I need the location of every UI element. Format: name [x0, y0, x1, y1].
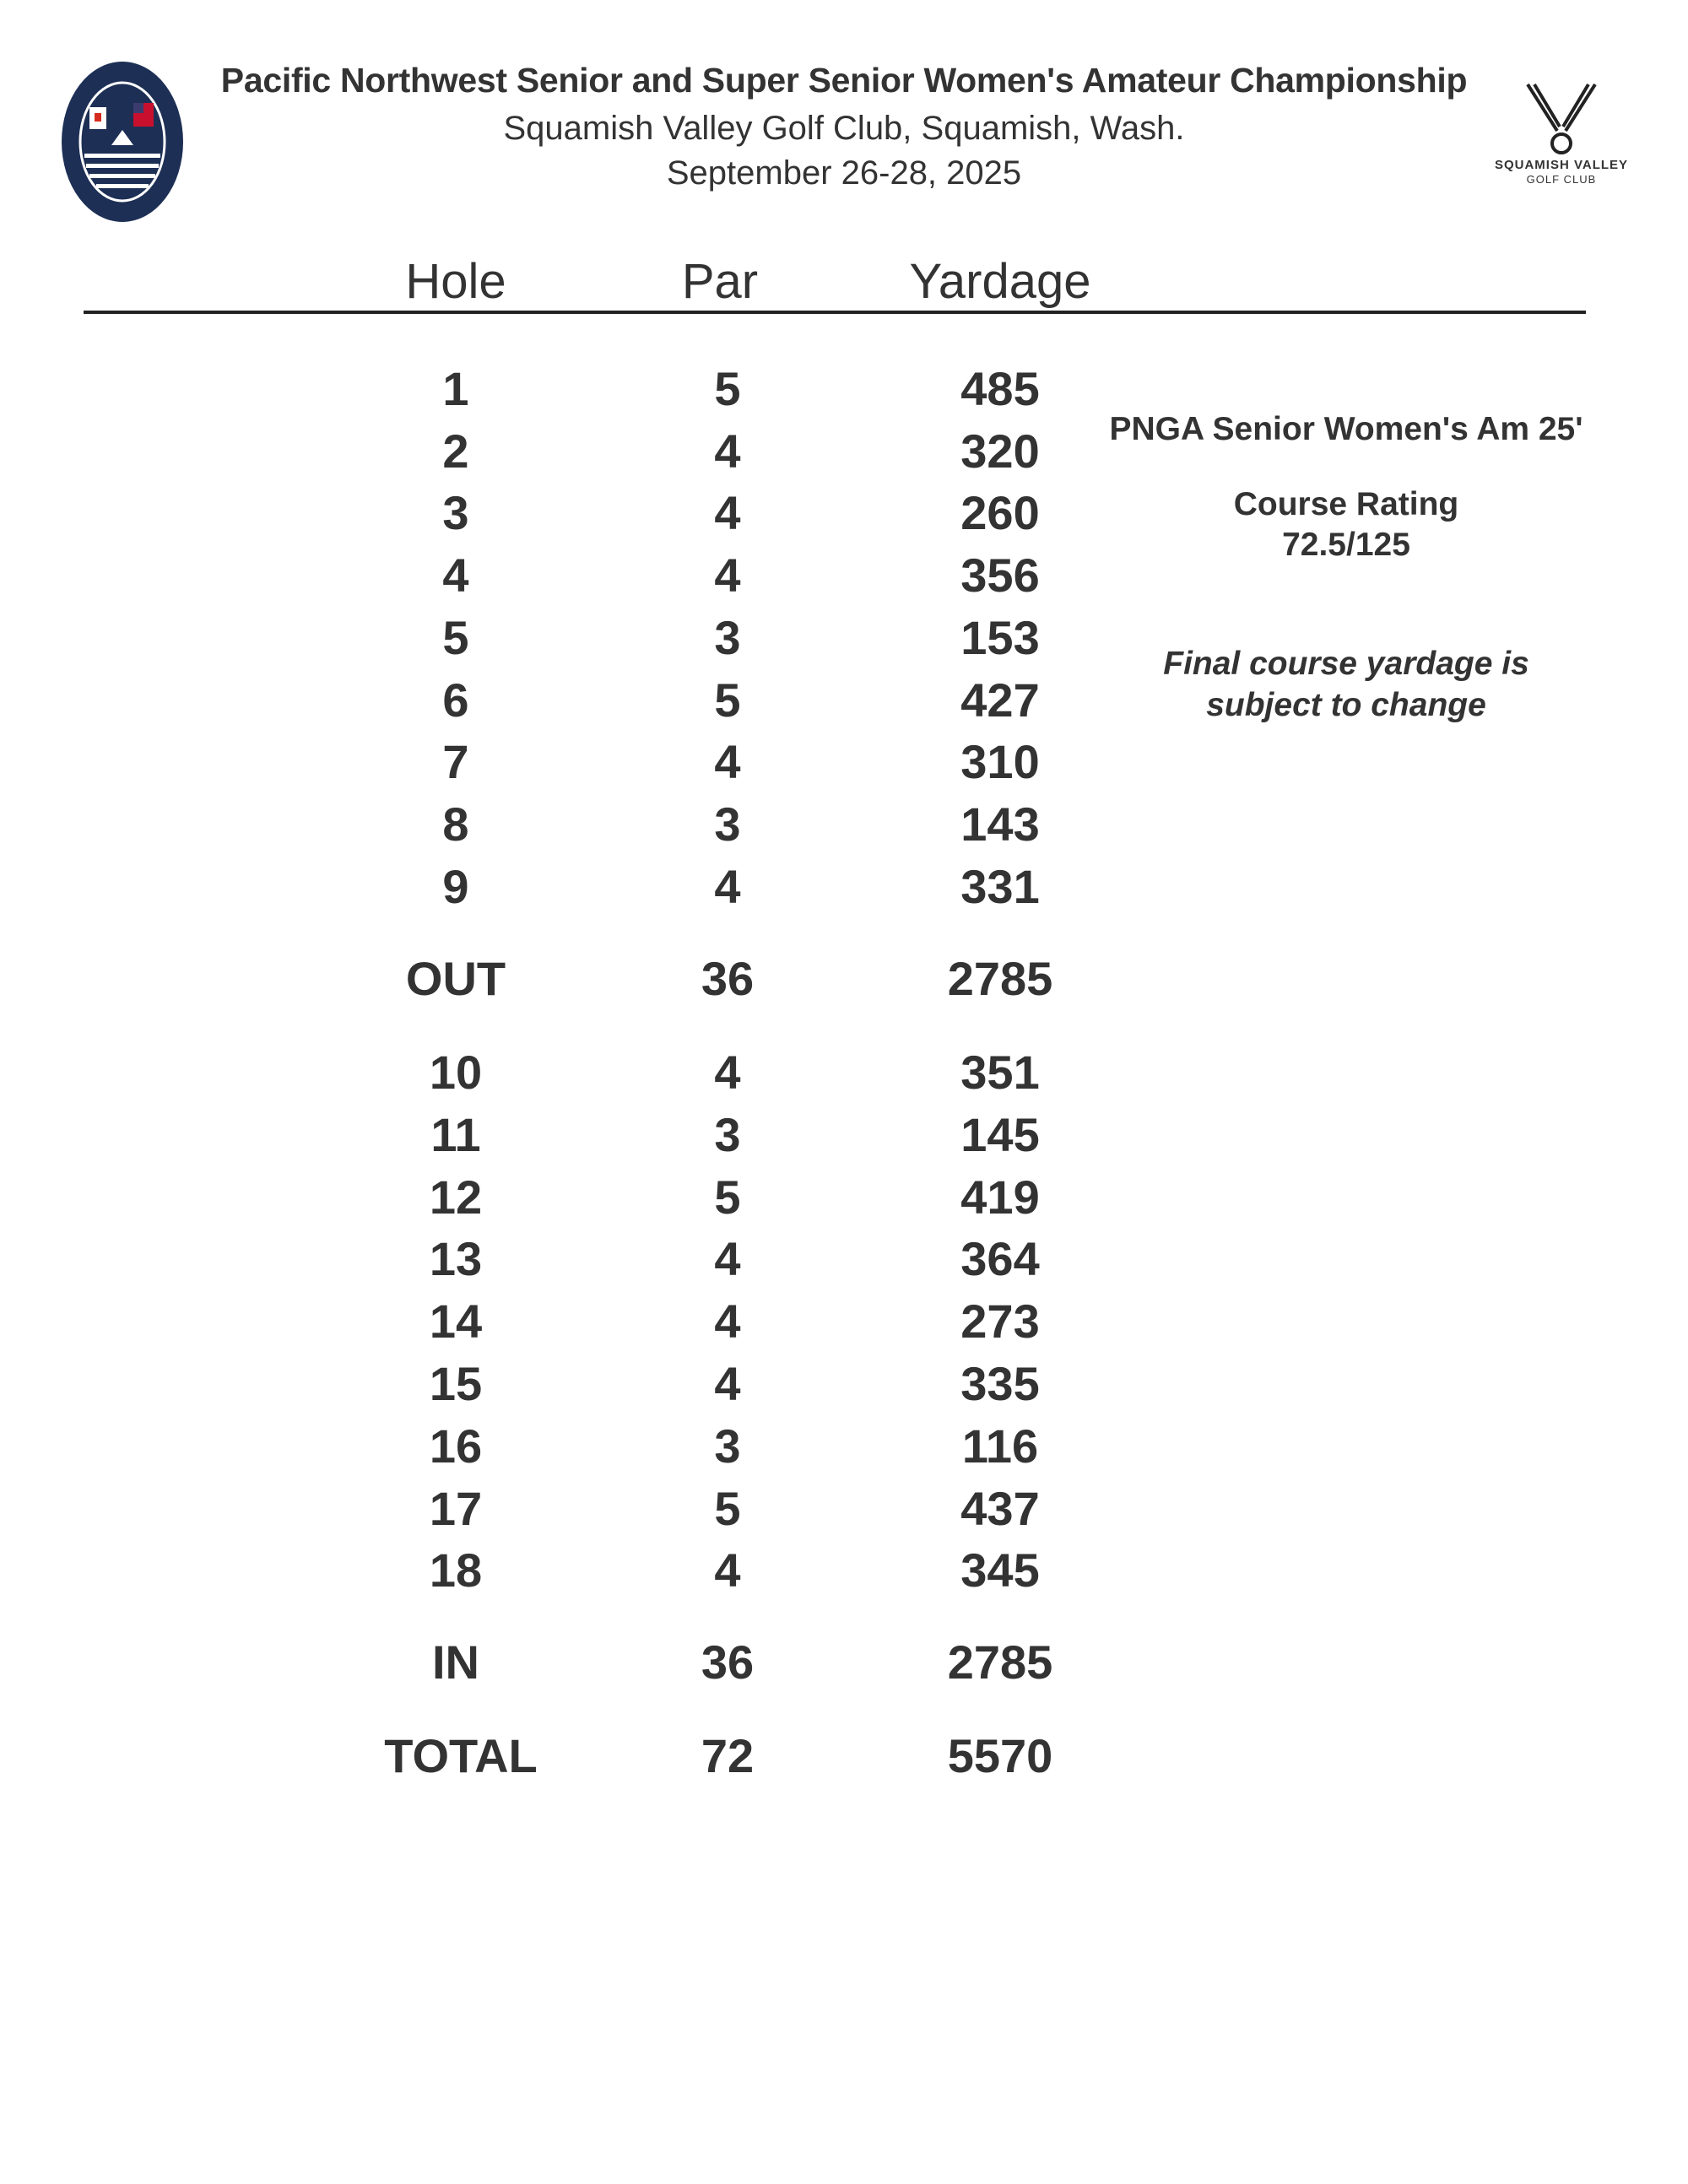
- yardage-cell: 260: [960, 486, 1040, 540]
- par-cell: 4: [714, 1232, 741, 1286]
- yardage-cell: 320: [960, 424, 1040, 478]
- hole-cell: IN: [432, 1635, 479, 1689]
- venue: Squamish Valley Golf Club, Squamish, Was…: [503, 110, 1185, 147]
- par-cell: 72: [701, 1729, 755, 1782]
- yardage-cell: 331: [960, 859, 1040, 913]
- yardage-cell: 2785: [947, 952, 1053, 1005]
- course-rating-value: 72.5/125: [1282, 527, 1410, 563]
- hole-cell: 4: [442, 549, 469, 603]
- yardage-cell: 485: [960, 362, 1040, 415]
- par-cell: 4: [714, 1046, 741, 1099]
- yardage-cell: 273: [960, 1295, 1040, 1349]
- yardage-cell: 153: [960, 610, 1040, 664]
- yardage-cell: 419: [960, 1170, 1040, 1224]
- yardage-cell: 356: [960, 549, 1040, 603]
- course-rating-label: Course Rating: [1233, 486, 1459, 522]
- header-divider: [84, 311, 1586, 314]
- hole-cell: OUT: [405, 952, 506, 1005]
- par-cell: 3: [714, 1419, 741, 1473]
- yardage-cell: 351: [960, 1046, 1040, 1099]
- column-header-par: Par: [681, 254, 759, 309]
- yardage-cell: 2785: [947, 1635, 1053, 1689]
- hole-cell: 5: [442, 610, 469, 664]
- par-cell: 3: [714, 797, 741, 851]
- hole-cell: 11: [430, 1107, 481, 1161]
- par-cell: 4: [714, 735, 741, 789]
- logo-line2: GOLF CLUB: [1526, 173, 1597, 186]
- par-cell: 4: [714, 1295, 741, 1349]
- disclaimer-line-2: subject to change: [1206, 687, 1486, 723]
- hole-cell: 18: [429, 1543, 483, 1597]
- hole-cell: 1: [442, 362, 469, 415]
- yardage-cell: 364: [960, 1232, 1040, 1286]
- hole-cell: 2: [442, 424, 469, 478]
- hole-cell: 17: [429, 1481, 483, 1535]
- par-cell: 4: [714, 549, 741, 603]
- event-dates: September 26-28, 2025: [666, 154, 1022, 192]
- hole-cell: 14: [429, 1295, 483, 1349]
- par-cell: 5: [714, 1170, 741, 1224]
- hole-cell: 13: [429, 1232, 483, 1286]
- column-header-yardage: Yardage: [909, 254, 1091, 309]
- yardage-cell: 345: [960, 1543, 1040, 1597]
- yardage-cell: 145: [960, 1107, 1040, 1161]
- pnga-logo: [61, 61, 184, 223]
- squamish-valley-logo: SQUAMISH VALLEY GOLF CLUB: [1485, 80, 1637, 190]
- par-cell: 4: [714, 486, 741, 540]
- column-header-hole: Hole: [405, 254, 506, 309]
- hole-cell: 15: [429, 1357, 483, 1410]
- yardage-cell: 437: [960, 1481, 1040, 1535]
- hole-cell: TOTAL: [384, 1729, 538, 1782]
- yardage-cell: 5570: [947, 1729, 1053, 1782]
- yardage-cell: 116: [961, 1419, 1039, 1473]
- hole-cell: 10: [429, 1046, 483, 1099]
- hole-cell: 8: [442, 797, 469, 851]
- par-cell: 4: [714, 424, 741, 478]
- event-name: PNGA Senior Women's Am 25': [1109, 411, 1583, 447]
- logo-line1: SQUAMISH VALLEY: [1494, 158, 1629, 172]
- yardage-cell: 427: [960, 673, 1040, 727]
- page-title: Pacific Northwest Senior and Super Senio…: [220, 61, 1468, 100]
- yardage-cell: 143: [960, 797, 1040, 851]
- par-cell: 4: [714, 1357, 741, 1410]
- par-cell: 36: [701, 1635, 755, 1689]
- yardage-cell: 310: [960, 735, 1040, 789]
- yardage-cell: 335: [960, 1357, 1040, 1410]
- hole-cell: 7: [442, 735, 469, 789]
- disclaimer-line-1: Final course yardage is: [1163, 646, 1529, 682]
- hole-cell: 16: [429, 1419, 483, 1473]
- par-cell: 3: [714, 1107, 741, 1161]
- par-cell: 3: [714, 610, 741, 664]
- par-cell: 5: [714, 1481, 741, 1535]
- hole-cell: 3: [442, 486, 469, 540]
- par-cell: 5: [714, 673, 741, 727]
- hole-cell: 9: [442, 859, 469, 913]
- par-cell: 4: [714, 859, 741, 913]
- hole-cell: 6: [442, 673, 469, 727]
- par-cell: 4: [714, 1543, 741, 1597]
- par-cell: 5: [714, 362, 741, 415]
- par-cell: 36: [701, 952, 755, 1005]
- hole-cell: 12: [429, 1170, 483, 1224]
